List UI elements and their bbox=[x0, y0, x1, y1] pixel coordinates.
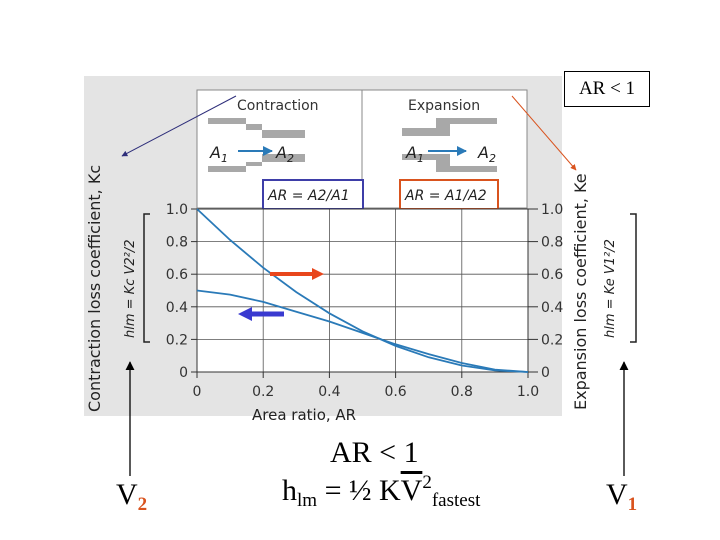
contraction-top-wall bbox=[208, 118, 305, 138]
head-loss-equation: hlm = ½ KV2fastest bbox=[282, 472, 481, 511]
expansion-bottom-wall bbox=[402, 154, 497, 172]
contraction-a1: A1 bbox=[209, 143, 228, 165]
bottom-ar-condition: AR < 1 bbox=[330, 436, 419, 469]
left-tick-label: 0.4 bbox=[166, 300, 188, 316]
expansion-title: Expansion bbox=[408, 98, 480, 114]
left-tick-label: 0.2 bbox=[166, 332, 188, 348]
left-tick-label: 0 bbox=[179, 365, 188, 381]
contraction-ar-formula: AR = A2/A1 bbox=[267, 188, 350, 204]
right-tick-label: 1.0 bbox=[541, 202, 563, 218]
left-tick-label: 1.0 bbox=[166, 202, 188, 218]
right-ticks: 0 0.2 0.4 0.6 0.8 1.0 bbox=[528, 202, 563, 381]
contraction-bottom-wall bbox=[208, 154, 305, 172]
expansion-curve bbox=[196, 208, 529, 373]
contraction-title: Contraction bbox=[237, 98, 319, 114]
right-tick-label: 0.4 bbox=[541, 300, 563, 316]
expansion-a1: A1 bbox=[405, 143, 424, 165]
left-ticks: 0 0.2 0.4 0.6 0.8 1.0 bbox=[166, 202, 197, 381]
right-bracket bbox=[630, 213, 637, 343]
x-tick-label: 0.6 bbox=[384, 384, 406, 400]
expansion-top-wall bbox=[402, 118, 497, 136]
contraction-a2: A2 bbox=[275, 143, 294, 165]
x-tick-label: 1.0 bbox=[517, 384, 539, 400]
x-axis-label: Area ratio, AR bbox=[252, 406, 356, 424]
plot-area bbox=[197, 209, 528, 372]
x-tick-label: 0.2 bbox=[252, 384, 274, 400]
expansion-ar-formula: AR = A1/A2 bbox=[404, 188, 487, 204]
x-ticks: 0 0.2 0.4 0.6 0.8 1.0 bbox=[193, 372, 539, 400]
right-tick-label: 0.6 bbox=[541, 267, 563, 283]
left-bracket bbox=[143, 213, 150, 343]
left-head-loss-formula: hlm = Kc V2²/2 bbox=[123, 239, 138, 338]
contraction-pointer-arrow bbox=[121, 95, 237, 157]
ar-less-than-one-box: AR < 1 bbox=[564, 71, 650, 107]
x-tick-label: 0.8 bbox=[451, 384, 473, 400]
x-tick-label: 0.4 bbox=[318, 384, 340, 400]
v1-label: V1 bbox=[606, 478, 638, 515]
red-arrow-head bbox=[312, 268, 324, 280]
left-tick-label: 0.6 bbox=[166, 267, 188, 283]
v2-label: V2 bbox=[116, 478, 148, 515]
right-tick-label: 0.2 bbox=[541, 332, 563, 348]
left-axis-label: Contraction loss coefficient, Kc bbox=[85, 165, 104, 412]
right-tick-label: 0.8 bbox=[541, 235, 563, 251]
left-tick-label: 0.8 bbox=[166, 235, 188, 251]
blue-arrow-head bbox=[238, 307, 252, 321]
expansion-a2: A2 bbox=[477, 143, 496, 165]
contraction-curve bbox=[196, 289, 529, 373]
right-head-loss-formula: hlm = Ke V1²/2 bbox=[603, 239, 618, 338]
curves bbox=[196, 208, 529, 373]
x-tick-label: 0 bbox=[193, 384, 202, 400]
right-tick-label: 0 bbox=[541, 365, 550, 381]
right-axis-label: Expansion loss coefficient, Ke bbox=[571, 173, 590, 410]
expansion-pointer-arrow bbox=[511, 95, 577, 171]
